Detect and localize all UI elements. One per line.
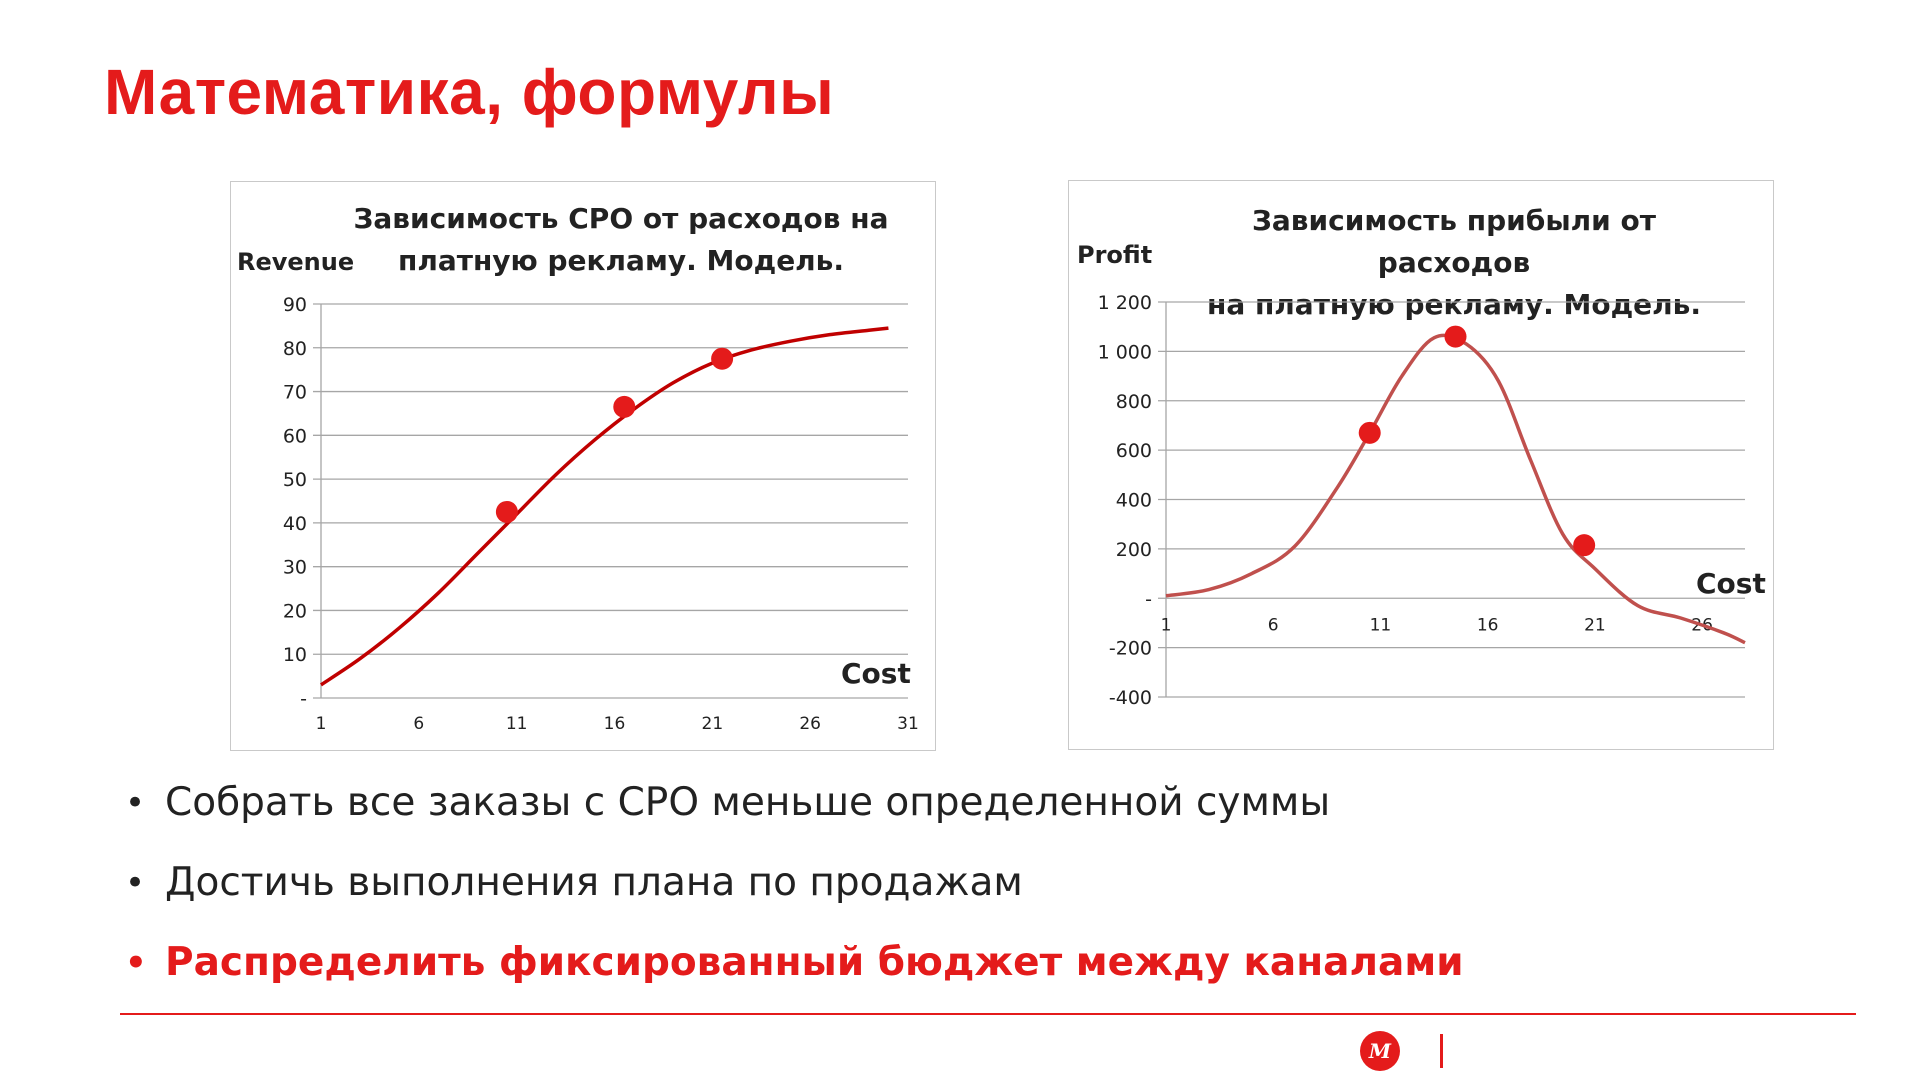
bullet-text: Достичь выполнения плана по продажам (165, 860, 1023, 905)
x-tick-label: 11 (1370, 615, 1392, 635)
revenue-chart: Зависимость CPO от расходов на платную р… (230, 181, 936, 751)
footer-divider (120, 1013, 1856, 1015)
y-tick-label: -200 (1109, 638, 1152, 660)
y-tick-label: 1 200 (1098, 292, 1152, 314)
y-tick-label: 90 (283, 294, 307, 316)
chart-title: Зависимость CPO от расходов на платную р… (351, 198, 891, 282)
y-tick-label: 20 (283, 600, 307, 622)
x-tick-label: 31 (897, 714, 919, 734)
x-tick-label: 6 (413, 714, 424, 734)
x-tick-label: 1 (1161, 615, 1172, 635)
chart-title-line-2: на платную рекламу. Модель. (1206, 288, 1702, 321)
y-axis-label: Revenue (237, 248, 355, 276)
x-tick-label: 6 (1268, 615, 1279, 635)
slide-title: Математика, формулы (104, 56, 835, 128)
bullet-marker: • (125, 863, 146, 903)
y-tick-label: - (1145, 588, 1152, 610)
data-point-marker (711, 347, 734, 370)
bullet-text: Распределить фиксированный бюджет между … (165, 940, 1464, 985)
y-tick-label: 60 (283, 425, 307, 447)
y-tick-label: 50 (283, 469, 307, 491)
series-line (320, 326, 889, 687)
chart-title-line-1: Зависимость прибыли от расходов (1252, 204, 1656, 279)
y-tick-label: 200 (1116, 539, 1152, 561)
x-tick-label: 11 (506, 714, 528, 734)
series-line (1165, 333, 1746, 645)
y-tick-label: 40 (283, 513, 307, 535)
profit-chart: Зависимость прибыли от расходов на платн… (1068, 180, 1774, 750)
y-tick-label: 1 000 (1098, 341, 1152, 363)
x-tick-label: 26 (799, 714, 821, 734)
chart-title-line-2: платную рекламу. Модель. (397, 244, 845, 277)
y-tick-label: 800 (1116, 391, 1152, 413)
x-tick-label: 16 (604, 714, 626, 734)
bullet-marker: • (125, 783, 146, 823)
y-axis-label: Profit (1077, 241, 1153, 269)
x-axis-label: Cost (1696, 567, 1766, 600)
x-axis-label: Cost (841, 657, 911, 690)
y-tick-label: 10 (283, 644, 307, 666)
y-tick-label: - (300, 688, 307, 710)
y-tick-label: 80 (283, 338, 307, 360)
x-tick-label: 1 (316, 714, 327, 734)
chart-title-line-1: Зависимость CPO от расходов на (353, 202, 889, 235)
y-tick-label: 70 (283, 382, 307, 404)
y-tick-label: 30 (283, 557, 307, 579)
brand-logo: М (1360, 1031, 1400, 1071)
data-point-marker (495, 500, 518, 523)
bullet-text: Собрать все заказы с CPO меньше определе… (165, 780, 1331, 825)
bullet-marker: • (125, 943, 147, 983)
data-point-marker (613, 395, 636, 418)
chart-title: Зависимость прибыли от расходов на платн… (1174, 200, 1734, 326)
data-point-marker (1444, 325, 1467, 348)
data-point-marker (1573, 534, 1596, 557)
footer-separator (1440, 1034, 1443, 1068)
x-tick-label: 21 (702, 714, 724, 734)
data-point-marker (1358, 421, 1381, 444)
x-tick-label: 21 (1584, 615, 1606, 635)
y-tick-label: 600 (1116, 440, 1152, 462)
y-tick-label: 400 (1116, 490, 1152, 512)
y-tick-label: -400 (1109, 687, 1152, 709)
x-tick-label: 16 (1477, 615, 1499, 635)
